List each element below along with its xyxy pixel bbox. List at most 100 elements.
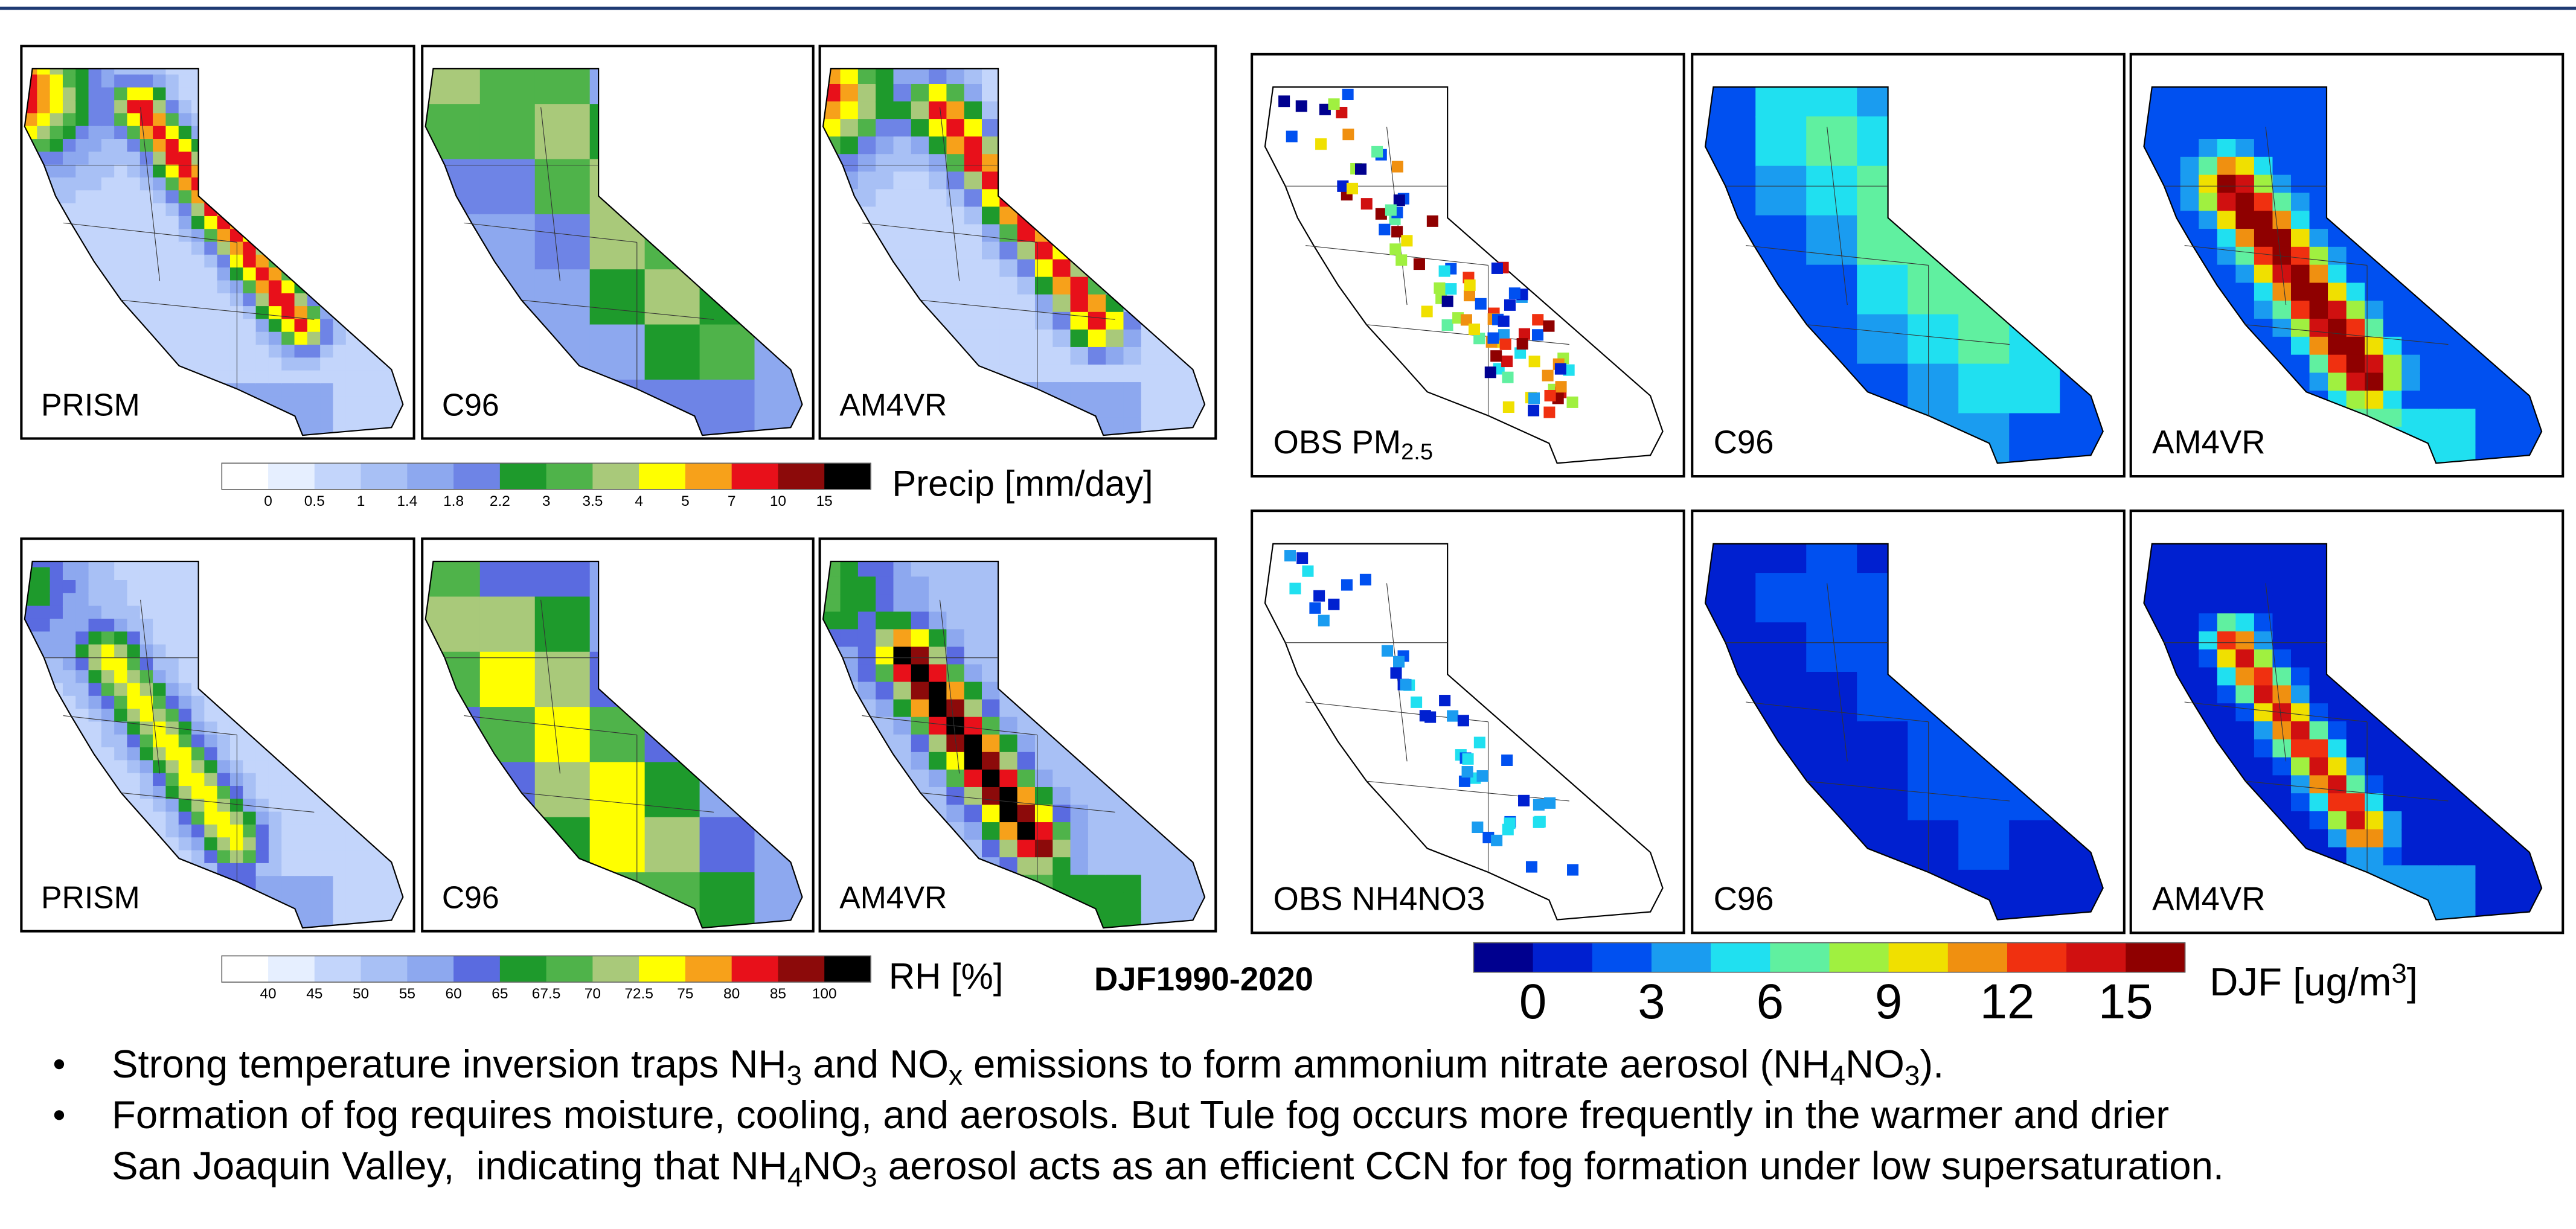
map-cell: [179, 280, 193, 294]
map-cell: [346, 837, 360, 851]
colorbar-tick-label: 15: [2098, 974, 2153, 1029]
map-cell: [946, 312, 965, 331]
map-cell: [2254, 758, 2273, 776]
map-cell: [140, 747, 154, 761]
map-cell: [2420, 319, 2440, 337]
map-cell: [2217, 193, 2237, 211]
map-cell: [179, 319, 193, 333]
map-cell: [346, 851, 360, 864]
map-cell: [2310, 739, 2329, 758]
bullet-text: Strong temperature inversion traps NH3 a…: [112, 1042, 1944, 1091]
map-cell: [982, 277, 1001, 296]
map-cell: [165, 280, 179, 294]
colorbar-tick-label: 0: [264, 493, 272, 509]
map-cell: [911, 260, 930, 278]
map-cell: [946, 752, 965, 771]
map-cell: [333, 851, 347, 864]
colorbar-swatch: [592, 956, 639, 982]
map-cell: [256, 863, 270, 877]
obs-site: [1347, 183, 1358, 194]
map-cell: [2420, 829, 2440, 848]
map-cell: [101, 190, 115, 204]
map-cell: [2383, 848, 2403, 866]
map-cell: [929, 700, 947, 718]
map-cell: [153, 631, 167, 645]
text-run: 3: [787, 1059, 802, 1090]
map-cell: [217, 293, 231, 307]
map-cell: [2457, 355, 2476, 374]
colorbar-swatch: [222, 956, 269, 982]
map-cell: [179, 567, 193, 581]
bullet-text: San Joaquin Valley, indicating that NH4N…: [112, 1144, 2224, 1193]
map-cell: [217, 825, 231, 838]
map-cell: [2180, 595, 2200, 614]
map-cell: [2254, 703, 2273, 722]
map-cell: [2513, 427, 2532, 445]
map-cell: [1035, 857, 1054, 876]
map-cell: [1017, 242, 1036, 261]
map-cell: [2457, 865, 2476, 884]
obs-site: [1503, 401, 1514, 413]
colorbar-tick-label: 67.5: [532, 986, 561, 1002]
map-cell: [153, 696, 167, 710]
map-cell: [217, 280, 231, 294]
map-cell: [153, 203, 167, 217]
map-cell: [893, 594, 912, 613]
map-cell: [37, 113, 51, 127]
obs-site: [1543, 407, 1555, 418]
map-cell: [2291, 283, 2310, 301]
map-cell: [1857, 314, 1909, 365]
map-cell: [982, 242, 1001, 261]
map-cell: [2383, 739, 2403, 758]
map-cell: [2494, 391, 2513, 409]
map-cell: [876, 576, 894, 595]
map-cell: [2162, 560, 2181, 578]
map-cell: [2254, 560, 2273, 578]
map-cell: [243, 760, 257, 774]
map-cell: [333, 863, 347, 877]
map-cell: [2475, 427, 2494, 445]
map-cell: [2328, 829, 2347, 848]
map-cell: [1053, 347, 1071, 366]
map-cell: [165, 113, 179, 127]
map-cell: [101, 242, 115, 256]
obs-site: [1487, 333, 1499, 344]
panel-label: OBS NH4NO3: [1274, 880, 1485, 917]
map-cell: [929, 171, 947, 190]
map-cell: [153, 747, 167, 761]
map-cell: [2254, 739, 2273, 758]
map-cell: [37, 606, 51, 620]
text-run: ]: [2407, 960, 2418, 1004]
map-cell: [2401, 758, 2421, 776]
map-cell: [911, 119, 930, 138]
map-cell: [999, 770, 1018, 788]
map-cell: [101, 696, 115, 710]
map-cell: [1035, 752, 1054, 771]
map-cell: [893, 646, 912, 665]
map-cell: [2272, 337, 2292, 356]
obs-site: [1284, 550, 1296, 561]
map-cell: [217, 242, 231, 256]
obs-site: [1391, 226, 1403, 237]
map-cell: [307, 357, 321, 371]
obs-site: [1544, 797, 1556, 809]
map-cell: [281, 851, 295, 864]
obs-site: [1442, 319, 1453, 331]
map-cell: [2420, 337, 2440, 356]
map-cell: [256, 345, 270, 359]
map-cell: [140, 242, 154, 256]
map-cell: [964, 629, 983, 648]
map-cell: [101, 683, 115, 697]
map-cell: [982, 206, 1001, 225]
map-cell: [1806, 215, 1858, 266]
map-cell: [2310, 372, 2329, 391]
map-cell: [333, 396, 347, 410]
map-cell: [37, 631, 51, 645]
map-cell: [535, 214, 591, 270]
text-run: Formation of fog requires moisture, cool…: [112, 1093, 2169, 1137]
obs-site: [1469, 324, 1480, 335]
map-cell: [946, 84, 965, 103]
colorbar-swatch: [1770, 943, 1830, 972]
map-cell: [333, 332, 347, 346]
map-cell: [217, 357, 231, 371]
